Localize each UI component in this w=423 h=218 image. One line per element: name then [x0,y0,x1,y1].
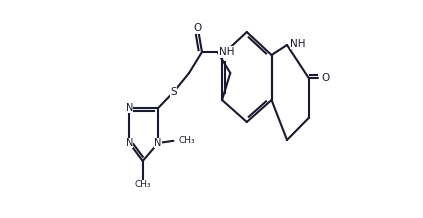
Text: N: N [126,138,133,148]
Text: CH₃: CH₃ [135,181,151,189]
Text: O: O [194,23,202,33]
Text: S: S [170,87,177,97]
Text: NH: NH [219,47,234,57]
Text: N: N [126,103,133,113]
Text: O: O [321,73,330,83]
Text: NH: NH [290,39,306,49]
Text: N: N [154,138,162,148]
Text: CH₃: CH₃ [179,136,195,145]
